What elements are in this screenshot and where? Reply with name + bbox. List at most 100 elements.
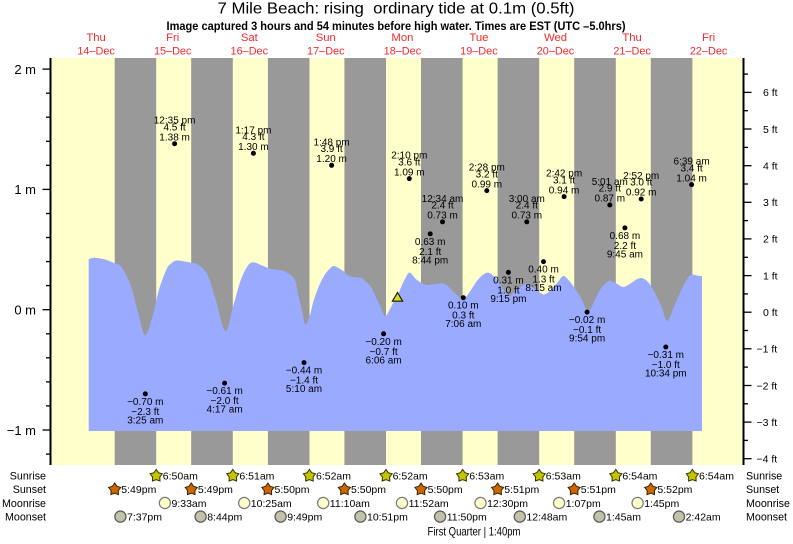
svg-text:1.3 ft: 1.3 ft <box>532 275 554 286</box>
svg-text:−2 ft: −2 ft <box>757 380 778 392</box>
svg-text:0.40 m: 0.40 m <box>528 265 559 276</box>
svg-text:0.87 m: 0.87 m <box>595 194 626 205</box>
svg-text:5:50pm: 5:50pm <box>428 484 463 496</box>
svg-text:Moonrise: Moonrise <box>746 498 790 510</box>
svg-text:First Quarter | 1:40pm: First Quarter | 1:40pm <box>428 524 521 538</box>
svg-text:2:42 pm: 2:42 pm <box>546 169 582 180</box>
svg-text:7 Mile Beach: rising ordinary: 7 Mile Beach: rising ordinary tide at 0.… <box>218 1 575 18</box>
svg-text:4:17 am: 4:17 am <box>207 405 243 416</box>
svg-text:7:37pm: 7:37pm <box>127 511 162 523</box>
svg-text:2:52 pm: 2:52 pm <box>623 171 659 182</box>
svg-text:12:48am: 12:48am <box>526 511 567 523</box>
svg-text:0.3 ft: 0.3 ft <box>452 311 474 322</box>
svg-text:10:25am: 10:25am <box>251 498 292 510</box>
svg-text:3.0 ft: 3.0 ft <box>630 178 652 189</box>
svg-text:3 ft: 3 ft <box>763 197 778 209</box>
svg-text:−0.70 m: −0.70 m <box>127 397 163 408</box>
svg-text:0.31 m: 0.31 m <box>493 275 524 286</box>
svg-text:2.4 ft: 2.4 ft <box>431 201 453 212</box>
svg-text:11:10am: 11:10am <box>330 498 370 510</box>
svg-text:0.10 m: 0.10 m <box>448 301 479 312</box>
svg-text:3.2 ft: 3.2 ft <box>476 169 498 180</box>
svg-text:5:51pm: 5:51pm <box>581 484 616 496</box>
svg-text:6:53am: 6:53am <box>469 471 504 483</box>
svg-text:8:44 pm: 8:44 pm <box>412 255 448 266</box>
svg-text:22–Dec: 22–Dec <box>690 46 728 58</box>
svg-text:2 m: 2 m <box>14 62 36 77</box>
svg-text:7:06 am: 7:06 am <box>445 319 481 330</box>
svg-text:5:49pm: 5:49pm <box>121 484 156 496</box>
svg-text:3.6 ft: 3.6 ft <box>398 157 420 168</box>
svg-text:5:52pm: 5:52pm <box>657 484 692 496</box>
svg-text:6:53am: 6:53am <box>546 471 581 483</box>
svg-text:8:15 am: 8:15 am <box>525 283 561 294</box>
svg-text:Sun: Sun <box>316 32 336 44</box>
svg-text:0.99 m: 0.99 m <box>472 179 503 190</box>
svg-text:9:45 am: 9:45 am <box>607 249 643 260</box>
svg-text:−1 m: −1 m <box>7 423 36 438</box>
svg-text:6:52am: 6:52am <box>393 471 428 483</box>
svg-text:1.20 m: 1.20 m <box>316 154 347 165</box>
svg-text:Sunset: Sunset <box>746 484 779 496</box>
svg-text:5:10 am: 5:10 am <box>286 384 322 395</box>
svg-text:Wed: Wed <box>544 32 567 44</box>
svg-text:1:07pm: 1:07pm <box>566 498 601 510</box>
svg-text:1:17 pm: 1:17 pm <box>235 125 271 136</box>
svg-text:1.04 m: 1.04 m <box>676 173 707 184</box>
svg-text:3.9 ft: 3.9 ft <box>320 144 342 155</box>
svg-text:Thu: Thu <box>622 32 641 44</box>
svg-text:6 ft: 6 ft <box>763 87 778 99</box>
svg-text:6:51am: 6:51am <box>239 471 274 483</box>
svg-text:0.68 m: 0.68 m <box>610 231 641 242</box>
svg-text:Image captured 3 hours and 54: Image captured 3 hours and 54 minutes be… <box>167 21 626 33</box>
svg-text:6:06 am: 6:06 am <box>366 355 402 366</box>
svg-text:1 m: 1 m <box>14 182 36 197</box>
svg-text:0.73 m: 0.73 m <box>427 211 458 222</box>
svg-text:2.2 ft: 2.2 ft <box>614 241 636 252</box>
svg-text:−3 ft: −3 ft <box>757 417 778 429</box>
svg-text:9:15 pm: 9:15 pm <box>490 294 526 305</box>
svg-text:2.4 ft: 2.4 ft <box>516 201 538 212</box>
svg-text:Sunset: Sunset <box>13 484 46 496</box>
svg-text:2:42am: 2:42am <box>686 511 721 523</box>
svg-text:Sat: Sat <box>241 32 259 44</box>
svg-text:17–Dec: 17–Dec <box>307 46 345 58</box>
svg-text:3.4 ft: 3.4 ft <box>680 163 702 174</box>
svg-text:Fri: Fri <box>702 32 715 44</box>
svg-text:18–Dec: 18–Dec <box>384 46 422 58</box>
svg-text:9:33am: 9:33am <box>172 498 207 510</box>
svg-text:9:49pm: 9:49pm <box>287 511 322 523</box>
svg-text:11:50pm: 11:50pm <box>447 511 487 523</box>
svg-text:2.1 ft: 2.1 ft <box>419 247 441 258</box>
svg-text:Fri: Fri <box>166 32 179 44</box>
svg-text:−1.4 ft: −1.4 ft <box>290 376 318 387</box>
svg-text:2:10 pm: 2:10 pm <box>391 151 427 162</box>
svg-text:Sunrise: Sunrise <box>10 471 46 483</box>
svg-text:12:34 am: 12:34 am <box>422 194 464 205</box>
svg-text:21–Dec: 21–Dec <box>613 46 651 58</box>
svg-text:8:44pm: 8:44pm <box>207 511 242 523</box>
svg-text:−1 ft: −1 ft <box>757 344 778 356</box>
svg-text:1.38 m: 1.38 m <box>159 132 190 143</box>
svg-text:−1.0 ft: −1.0 ft <box>652 360 680 371</box>
svg-text:1:45am: 1:45am <box>606 511 641 523</box>
svg-text:15–Dec: 15–Dec <box>154 46 192 58</box>
svg-text:−2.0 ft: −2.0 ft <box>211 396 239 407</box>
svg-text:1.0 ft: 1.0 ft <box>497 285 519 296</box>
svg-text:2.9 ft: 2.9 ft <box>599 184 621 195</box>
svg-text:4.5 ft: 4.5 ft <box>163 122 185 133</box>
svg-text:−0.61 m: −0.61 m <box>206 386 242 397</box>
svg-text:0.94 m: 0.94 m <box>549 185 580 196</box>
svg-text:−0.1 ft: −0.1 ft <box>573 325 601 336</box>
svg-text:2:28 pm: 2:28 pm <box>469 163 505 174</box>
svg-text:12:35 pm: 12:35 pm <box>154 116 196 127</box>
svg-text:4.3 ft: 4.3 ft <box>242 132 264 143</box>
svg-text:10:34 pm: 10:34 pm <box>645 369 687 380</box>
svg-text:2 ft: 2 ft <box>763 234 778 246</box>
svg-text:−2.3 ft: −2.3 ft <box>131 407 159 418</box>
svg-text:−0.02 m: −0.02 m <box>569 315 605 326</box>
svg-text:20–Dec: 20–Dec <box>537 46 575 58</box>
svg-text:−0.20 m: −0.20 m <box>365 337 401 348</box>
svg-text:5:50pm: 5:50pm <box>351 484 386 496</box>
svg-text:6:54am: 6:54am <box>622 471 657 483</box>
